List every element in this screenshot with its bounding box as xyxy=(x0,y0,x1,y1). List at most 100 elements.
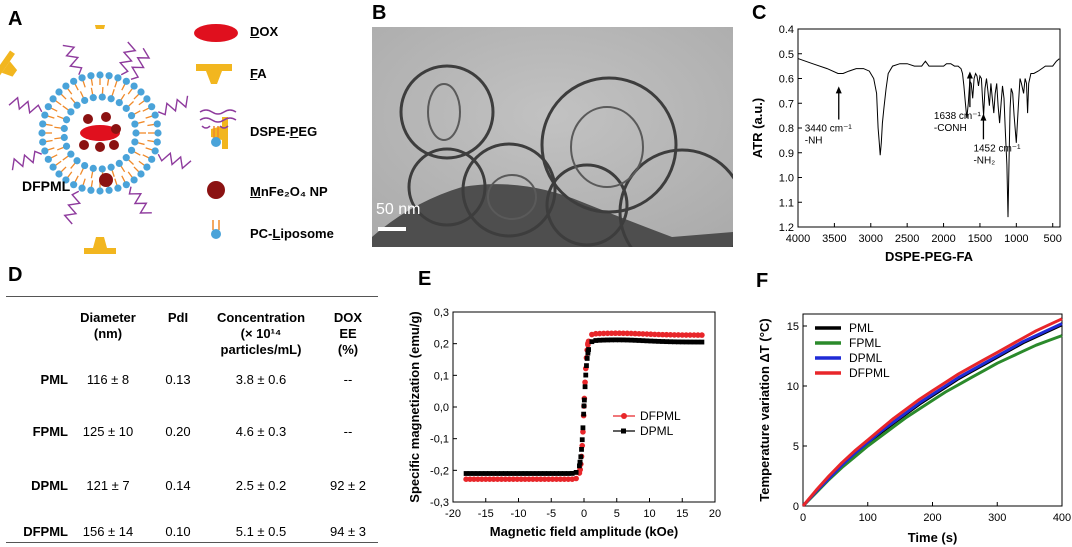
data-point-dfpml xyxy=(695,332,701,338)
fa-ligand xyxy=(0,50,18,81)
data-point-dpml xyxy=(632,337,638,343)
x-tick-label: 10 xyxy=(643,508,655,520)
table-cell: 116 ± 8 xyxy=(86,372,130,387)
data-point-dpml xyxy=(503,471,508,476)
lipid-head xyxy=(60,133,68,142)
data-point-dfpml xyxy=(667,332,674,338)
peg-chain xyxy=(118,41,137,76)
x-tick-label: 500 xyxy=(1044,233,1062,245)
panel-letter-e: E xyxy=(418,268,432,290)
lipid-head xyxy=(70,77,78,85)
data-point-dpml xyxy=(471,471,477,476)
table-cell: 2.5 ± 0.2 xyxy=(235,478,287,493)
lipid-head xyxy=(98,165,106,173)
data-point-dfpml xyxy=(557,476,564,482)
table-cell: 0.10 xyxy=(165,524,191,539)
data-point-dpml xyxy=(628,337,634,343)
x-tick-label: 0 xyxy=(800,512,806,524)
data-point-dpml xyxy=(579,437,585,443)
lipid-head xyxy=(115,99,123,107)
data-point-dpml xyxy=(691,339,697,345)
nanoparticle xyxy=(95,142,105,152)
y-tick-label: 0.4 xyxy=(779,24,794,36)
data-point-dpml xyxy=(499,471,504,476)
x-axis-label: Magnetic field amplitude (kOe) xyxy=(490,524,679,539)
data-point-dfpml xyxy=(592,330,599,337)
data-point-dfpml xyxy=(463,476,469,482)
y-tick-label: 1.2 xyxy=(779,222,794,234)
data-point-dpml xyxy=(546,471,552,476)
fa-ligand xyxy=(94,25,106,29)
lipid-head xyxy=(55,170,63,178)
data-point-dfpml xyxy=(644,331,650,337)
lipid-head xyxy=(62,142,71,150)
data-point-dpml xyxy=(652,338,658,344)
data-point-dpml xyxy=(636,338,642,343)
y-tick-label: 0 xyxy=(793,501,799,513)
x-tick-label: 400 xyxy=(1053,512,1071,524)
data-point-dfpml xyxy=(596,330,603,337)
data-point-dpml xyxy=(487,471,493,476)
lipid-head xyxy=(153,120,161,128)
data-point-dfpml xyxy=(490,476,497,482)
lipid-head xyxy=(107,163,115,171)
data-point-dfpml xyxy=(648,331,654,338)
lipid-head xyxy=(55,88,63,96)
peg-chain xyxy=(11,150,43,171)
annotation-text: 1638 cm⁻¹ xyxy=(934,111,982,122)
lipid-head xyxy=(105,72,113,80)
x-tick-label: 2500 xyxy=(895,233,919,245)
y-tick-label: -0,2 xyxy=(430,465,449,477)
lipid-head xyxy=(44,155,52,163)
table-top-rule xyxy=(6,296,378,297)
lipid-head xyxy=(49,95,57,103)
scale-bar-label: 50 nm xyxy=(376,201,421,218)
x-tick-label: 1500 xyxy=(968,233,992,245)
panel-letter-f: F xyxy=(756,270,769,292)
data-point-dpml xyxy=(664,339,669,345)
annotation-text: -CONH xyxy=(934,123,967,134)
y-tick-label: 0,1 xyxy=(434,370,449,382)
data-point-dfpml xyxy=(522,476,528,482)
dspe-peg-icon xyxy=(199,109,237,147)
legend-label-1: FA xyxy=(250,66,267,81)
lipid-head xyxy=(60,124,68,133)
lipid-head xyxy=(122,104,130,112)
nanoparticle xyxy=(99,173,113,187)
data-point-dpml xyxy=(495,471,500,476)
data-point-dpml xyxy=(573,470,579,475)
tem-micrograph: 50 nm xyxy=(372,27,733,247)
nanoparticle xyxy=(109,140,119,150)
panel-letter-b: B xyxy=(372,2,387,24)
data-point-dfpml xyxy=(604,330,611,337)
lipid-head xyxy=(151,111,159,119)
particle-label: DFPML xyxy=(22,178,71,194)
data-point-dfpml xyxy=(467,476,473,482)
legend-marker xyxy=(621,413,627,419)
y-tick-label: 0,0 xyxy=(434,402,449,414)
x-tick-label: 4000 xyxy=(786,233,810,245)
data-point-dfpml xyxy=(530,476,536,482)
lipid-head xyxy=(62,176,70,184)
data-point-dpml xyxy=(589,339,595,345)
table-cell: -- xyxy=(343,372,353,387)
x-tick-label: 3000 xyxy=(859,233,883,245)
annotation-arrowhead xyxy=(966,71,973,79)
lipid-head xyxy=(148,155,156,163)
lipid-head xyxy=(89,94,97,102)
x-tick-label: 1000 xyxy=(1004,233,1028,245)
data-point-dpml xyxy=(584,363,589,369)
tem-image xyxy=(372,27,733,247)
annotation-text: 3440 cm⁻¹ xyxy=(805,124,853,135)
data-point-dfpml xyxy=(482,476,489,482)
table-cell: 0.20 xyxy=(165,424,191,439)
data-point-dpml xyxy=(561,471,567,476)
legend-label-0: DOX xyxy=(250,24,279,39)
lipid-head xyxy=(122,181,130,189)
lipid-head xyxy=(96,71,104,79)
legend-label-2: DSPE-PEG xyxy=(250,124,318,139)
nanoparticle xyxy=(79,140,89,150)
lipid-head xyxy=(78,74,86,82)
data-point-dpml xyxy=(475,471,481,476)
peg-chain xyxy=(63,190,82,225)
